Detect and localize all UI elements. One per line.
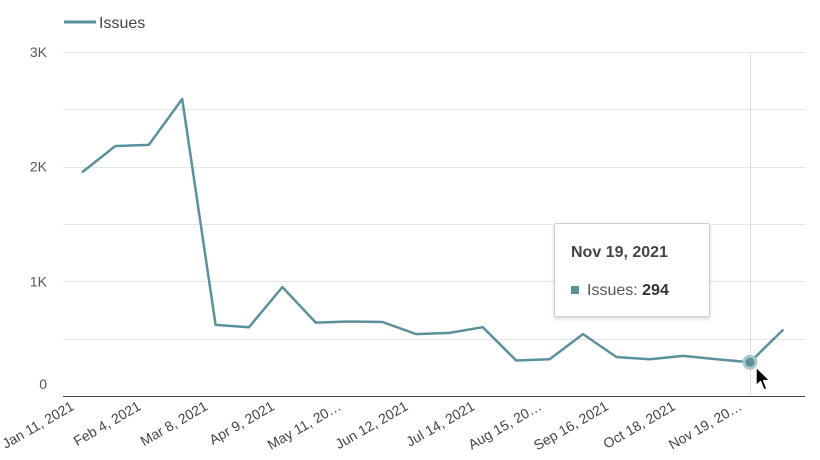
x-tick-label: May 11, 20…: [264, 398, 343, 453]
y-tick-label: 2K: [30, 159, 48, 175]
tooltip-swatch: [571, 285, 579, 294]
y-tick-label: 3K: [30, 44, 48, 60]
x-tick-label: Jan 11, 2021: [0, 398, 77, 452]
tooltip-row: Issues: 294: [571, 282, 669, 300]
y-tick-label: 1K: [30, 273, 48, 289]
x-tick-label: Nov 19, 20…: [666, 398, 745, 453]
tooltip-title: Nov 19, 2021: [571, 244, 668, 261]
legend[interactable]: Issues: [64, 15, 145, 32]
data-point[interactable]: [613, 354, 619, 360]
data-point[interactable]: [179, 96, 185, 102]
data-point[interactable]: [380, 319, 386, 325]
x-tick-label: Feb 4, 2021: [71, 398, 144, 449]
legend-label: Issues: [99, 15, 145, 32]
data-point[interactable]: [780, 326, 786, 332]
series-issues[interactable]: [81, 97, 785, 364]
series-line-issues[interactable]: [81, 97, 785, 364]
x-tick-label: Mar 8, 2021: [137, 398, 210, 449]
tooltip: Nov 19, 2021 Issues: 294: [554, 223, 710, 317]
data-point[interactable]: [279, 284, 285, 290]
data-point[interactable]: [246, 324, 252, 330]
x-tick-label: Sep 16, 2021: [531, 398, 611, 454]
data-point[interactable]: [79, 169, 85, 175]
tooltip-series-name: Issues: [587, 282, 634, 299]
data-point[interactable]: [313, 320, 319, 326]
data-point[interactable]: [580, 331, 586, 337]
data-point[interactable]: [714, 356, 720, 362]
x-tick-label: Oct 18, 2021: [600, 398, 678, 452]
grid-lines: [63, 52, 805, 340]
data-point[interactable]: [680, 353, 686, 359]
data-point[interactable]: [480, 324, 486, 330]
data-point-highlighted[interactable]: [742, 354, 758, 370]
y-axis: 0 1K 2K 3K: [30, 44, 48, 392]
x-tick-label: Aug 15, 20…: [465, 398, 544, 453]
data-point[interactable]: [547, 356, 553, 362]
data-point[interactable]: [112, 143, 118, 149]
y-tick-label: 0: [39, 376, 47, 392]
data-point[interactable]: [446, 330, 452, 336]
data-point[interactable]: [213, 322, 219, 328]
data-points[interactable]: [79, 96, 786, 370]
tooltip-value: 294: [642, 282, 669, 299]
data-point[interactable]: [346, 318, 352, 324]
data-point[interactable]: [146, 142, 152, 148]
data-point[interactable]: [413, 331, 419, 337]
data-point[interactable]: [513, 357, 519, 363]
x-tick-label: Jun 12, 2021: [332, 398, 410, 452]
mouse-cursor-icon: [755, 366, 771, 391]
data-point[interactable]: [647, 356, 653, 362]
